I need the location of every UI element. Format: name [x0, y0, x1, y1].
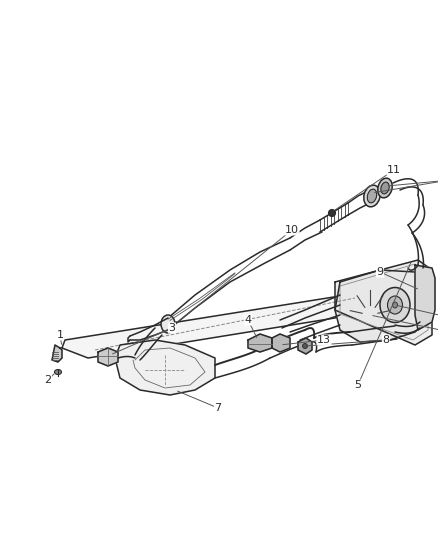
Polygon shape [415, 265, 435, 330]
Text: 13: 13 [317, 335, 331, 345]
Polygon shape [335, 270, 428, 342]
Ellipse shape [388, 296, 403, 314]
Polygon shape [52, 345, 62, 362]
Text: 8: 8 [382, 335, 389, 345]
Polygon shape [62, 288, 418, 358]
Ellipse shape [303, 343, 307, 349]
Text: 9: 9 [376, 267, 384, 277]
Text: 2: 2 [44, 375, 52, 385]
Ellipse shape [392, 302, 398, 308]
Text: 5: 5 [354, 380, 361, 390]
Ellipse shape [367, 189, 377, 203]
Polygon shape [298, 338, 312, 354]
Polygon shape [272, 334, 290, 352]
Ellipse shape [161, 315, 175, 333]
Polygon shape [115, 340, 215, 395]
Ellipse shape [378, 178, 392, 198]
Text: 11: 11 [387, 165, 401, 175]
Ellipse shape [381, 182, 389, 194]
Text: 7: 7 [215, 403, 222, 413]
Text: 1: 1 [57, 330, 64, 340]
Polygon shape [98, 348, 118, 366]
Ellipse shape [380, 287, 410, 322]
Ellipse shape [328, 209, 336, 216]
Ellipse shape [54, 369, 61, 375]
Text: 4: 4 [244, 315, 251, 325]
Ellipse shape [364, 185, 380, 207]
Text: 10: 10 [285, 225, 299, 235]
Text: 3: 3 [169, 323, 176, 333]
Polygon shape [335, 260, 432, 345]
Polygon shape [248, 334, 272, 352]
